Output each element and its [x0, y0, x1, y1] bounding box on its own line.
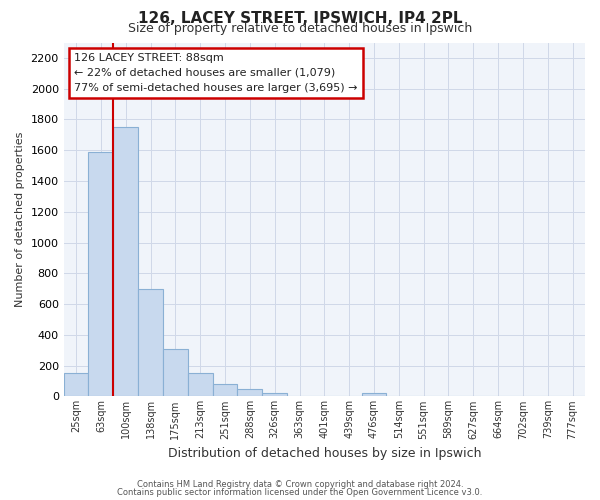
Bar — [362, 394, 386, 396]
Y-axis label: Number of detached properties: Number of detached properties — [15, 132, 25, 307]
Bar — [138, 288, 163, 397]
Bar — [163, 348, 188, 397]
Text: Contains public sector information licensed under the Open Government Licence v3: Contains public sector information licen… — [118, 488, 482, 497]
Bar — [212, 384, 238, 396]
Bar — [64, 372, 88, 396]
Bar — [262, 394, 287, 396]
Bar — [88, 152, 113, 396]
Text: 126, LACEY STREET, IPSWICH, IP4 2PL: 126, LACEY STREET, IPSWICH, IP4 2PL — [138, 11, 462, 26]
X-axis label: Distribution of detached houses by size in Ipswich: Distribution of detached houses by size … — [167, 447, 481, 460]
Bar — [113, 127, 138, 396]
Text: Size of property relative to detached houses in Ipswich: Size of property relative to detached ho… — [128, 22, 472, 35]
Bar — [188, 372, 212, 396]
Bar — [238, 390, 262, 396]
Text: 126 LACEY STREET: 88sqm
← 22% of detached houses are smaller (1,079)
77% of semi: 126 LACEY STREET: 88sqm ← 22% of detache… — [74, 53, 358, 92]
Text: Contains HM Land Registry data © Crown copyright and database right 2024.: Contains HM Land Registry data © Crown c… — [137, 480, 463, 489]
